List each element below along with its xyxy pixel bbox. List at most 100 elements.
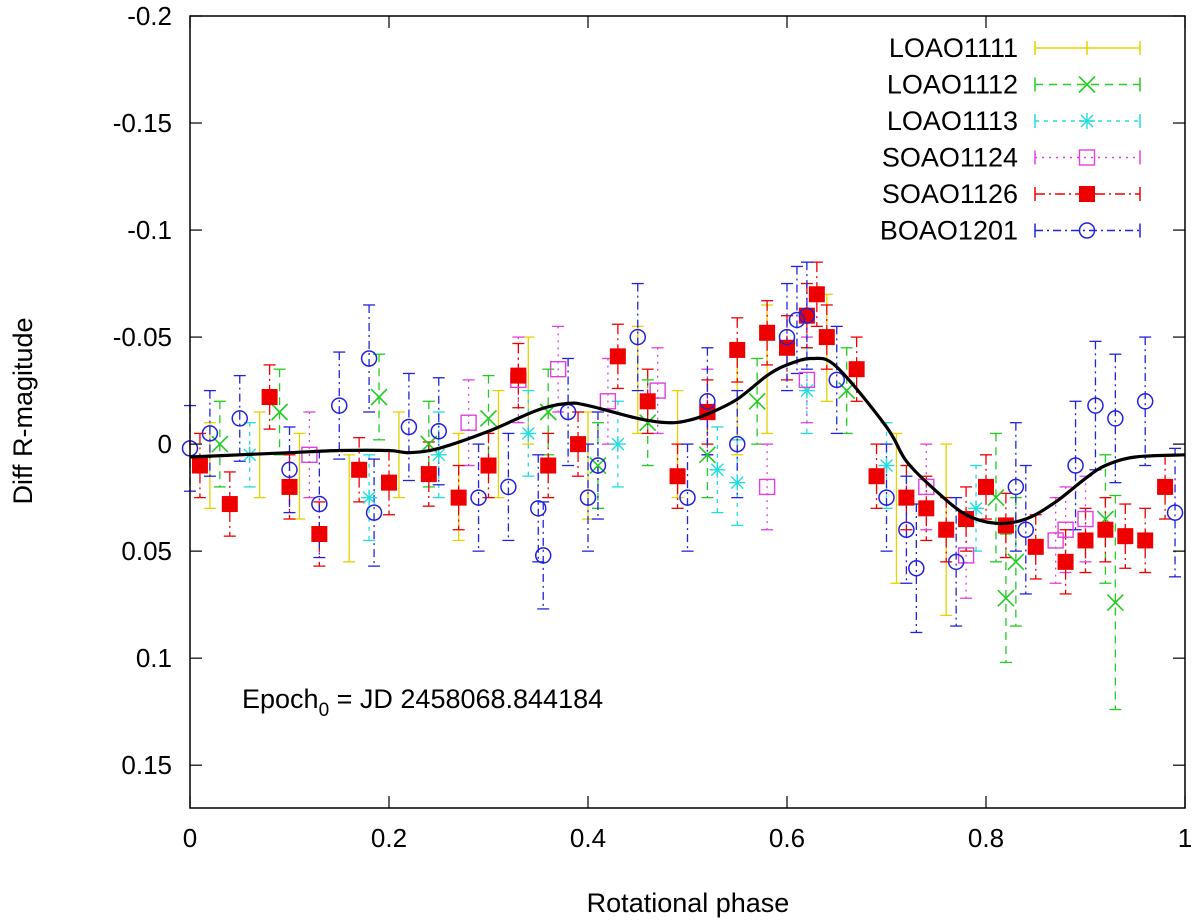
- errorbar-boao1201: [1139, 336, 1152, 467]
- errorbar-soao1126: [353, 437, 366, 503]
- x-tick-label: 0.6: [769, 823, 805, 853]
- data-point-boao1201: [579, 489, 597, 506]
- data-point-soao1126: [729, 341, 746, 358]
- errorbar-boao1201: [781, 282, 793, 392]
- y-tick-label: 0.1: [136, 643, 172, 673]
- fit-curve-line: [189, 356, 1186, 526]
- marker-stroke: [420, 435, 438, 453]
- legend-marker: [1078, 149, 1096, 166]
- data-point-soao1126: [221, 496, 238, 513]
- marker-shape: [808, 286, 825, 303]
- marker-shape: [947, 553, 965, 571]
- x-tick-label: 1: [1178, 823, 1192, 853]
- marker-shape: [534, 547, 552, 564]
- data-point-soao1126: [510, 367, 527, 384]
- data-point-boao1201: [629, 328, 646, 346]
- data-point-boao1201: [908, 560, 925, 577]
- data-point-soao1126: [918, 500, 935, 517]
- errorbar-loao1113: [363, 454, 376, 542]
- marker-shape: [540, 457, 557, 474]
- marker-stroke: [1078, 75, 1096, 94]
- marker-stroke: [211, 435, 229, 453]
- marker-shape: [221, 496, 238, 513]
- data-point-boao1201: [589, 457, 607, 474]
- errorbar-boao1201: [333, 351, 346, 460]
- marker-shape: [669, 468, 686, 485]
- marker-shape: [381, 474, 397, 491]
- legend-entry-soao1126: SOAO1126: [882, 179, 1141, 209]
- errorbar-loao1113: [711, 426, 724, 514]
- marker-shape: [1078, 149, 1096, 166]
- errorbar-boao1201: [631, 282, 644, 392]
- errorbar-boao1201: [368, 458, 381, 567]
- data-point-loao1112: [270, 403, 289, 421]
- marker-shape: [1079, 186, 1095, 202]
- marker-stroke: [710, 463, 724, 477]
- marker-shape: [549, 360, 567, 378]
- legend-label-loao1112: LOAO1112: [887, 70, 1018, 100]
- errorbar-loao1113: [611, 400, 624, 488]
- errorbar-boao1201: [432, 377, 445, 486]
- marker-shape: [500, 478, 517, 496]
- legend-marker: [1078, 75, 1096, 94]
- data-point-loao1112: [1106, 593, 1124, 612]
- marker-shape: [848, 361, 865, 378]
- marker-shape: [699, 393, 716, 410]
- data-point-boao1201: [1007, 478, 1025, 496]
- errorbar-soao1126: [283, 454, 296, 520]
- data-point-soao1126: [540, 457, 557, 474]
- data-point-boao1201: [534, 547, 552, 564]
- marker-shape: [1117, 528, 1134, 545]
- marker-stroke: [987, 489, 1005, 507]
- marker-shape: [450, 489, 467, 506]
- errorbar-loao1111: [392, 411, 405, 499]
- data-point-loao1113: [729, 474, 746, 491]
- errorbar-boao1201: [562, 357, 575, 467]
- errorbar-loao1112: [989, 432, 1002, 563]
- data-point-soao1126: [639, 393, 656, 410]
- errorbar-soao1126: [960, 486, 973, 552]
- marker-shape: [1137, 532, 1154, 549]
- marker-shape: [978, 478, 994, 495]
- errorbar-boao1201: [363, 304, 376, 413]
- data-point-soao1124: [1077, 510, 1094, 528]
- marker-shape: [231, 410, 248, 427]
- y-tick-label: 0.05: [121, 536, 172, 566]
- marker-stroke: [479, 409, 498, 427]
- marker-shape: [649, 382, 666, 399]
- data-point-boao1201: [201, 425, 219, 442]
- errorbar-soao1126: [641, 368, 654, 435]
- data-point-boao1201: [947, 553, 965, 571]
- marker-shape: [351, 461, 368, 478]
- marker-stroke: [432, 448, 446, 462]
- data-point-soao1126: [261, 389, 278, 406]
- data-point-soao1126: [818, 329, 835, 346]
- marker-shape: [639, 393, 656, 410]
- data-point-soao1126: [808, 286, 825, 303]
- marker-shape: [609, 348, 626, 365]
- data-point-boao1201: [470, 489, 487, 506]
- legend-marker: [1079, 113, 1095, 129]
- marker-shape: [918, 500, 935, 517]
- errorbar-boao1201: [1019, 464, 1032, 595]
- data-point-soao1126: [1027, 538, 1044, 555]
- data-point-boao1201: [311, 495, 328, 513]
- errorbar-soao1126: [761, 300, 774, 366]
- marker-shape: [301, 446, 318, 464]
- fit-curve-layer: [189, 356, 1186, 526]
- marker-stroke: [730, 476, 744, 490]
- plot-frame: [189, 15, 1186, 809]
- marker-shape: [311, 526, 328, 543]
- marker-shape: [510, 367, 527, 384]
- marker-shape: [365, 504, 383, 521]
- errorbar-boao1201: [472, 443, 485, 552]
- data-point-soao1124: [649, 382, 666, 399]
- marker-shape: [1057, 553, 1074, 570]
- data-point-boao1201: [331, 397, 348, 414]
- data-point-soao1126: [798, 307, 815, 324]
- errorbar-soao1126: [512, 342, 525, 409]
- data-point-soao1126: [938, 521, 955, 538]
- y-tick-label: -0.2: [127, 1, 172, 31]
- x-axis-label: Rotational phase: [587, 888, 790, 918]
- marker-shape: [331, 397, 348, 414]
